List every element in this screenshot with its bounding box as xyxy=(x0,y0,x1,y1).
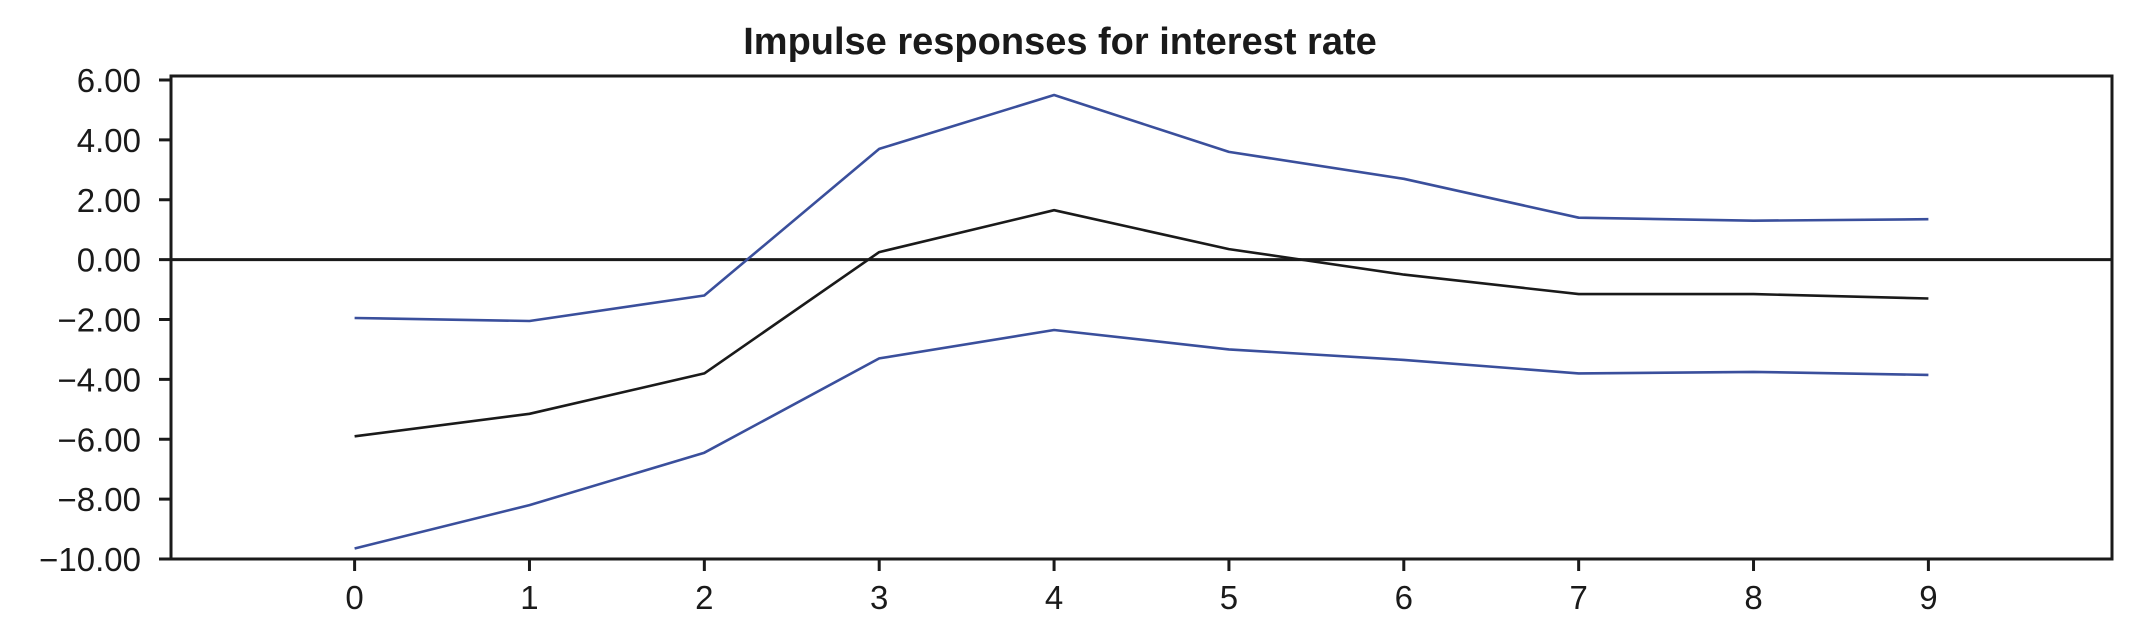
x-tick-label: 3 xyxy=(870,579,888,616)
x-tick-label: 7 xyxy=(1569,579,1587,616)
x-tick-label: 1 xyxy=(520,579,538,616)
x-tick-label: 4 xyxy=(1045,579,1063,616)
y-tick-label: −4.00 xyxy=(58,361,142,398)
series-line-lower xyxy=(354,328,1929,550)
plot-area-frame xyxy=(169,74,2114,561)
series-line-upper xyxy=(354,93,1929,323)
x-tick-label: 6 xyxy=(1395,579,1413,616)
chart-title: Impulse responses for interest rate xyxy=(743,21,1377,63)
y-tick-label: −10.00 xyxy=(39,541,141,578)
x-tick-label: 0 xyxy=(345,579,363,616)
series-group xyxy=(354,93,1929,550)
y-axis: 6.00 4.00 2.00 0.00 −2.00 −4.00 −6.00 −8.00 −10.… xyxy=(39,62,171,578)
x-axis: 0 1 2 3 4 5 6 7 8 9 xyxy=(345,559,1938,616)
y-tick-label: −2.00 xyxy=(58,302,142,339)
x-tick-label: 8 xyxy=(1744,579,1762,616)
y-tick-label: −6.00 xyxy=(58,421,142,458)
y-tick-label: 0.00 xyxy=(77,242,141,279)
series-line-estimate xyxy=(354,208,1929,438)
y-tick-label: 2.00 xyxy=(77,182,141,219)
y-tick-label: 4.00 xyxy=(77,122,141,159)
x-tick-label: 9 xyxy=(1919,579,1937,616)
y-tick-label: 6.00 xyxy=(77,62,141,99)
x-tick-label: 5 xyxy=(1220,579,1238,616)
x-tick-label: 2 xyxy=(695,579,713,616)
y-tick-label: −8.00 xyxy=(58,481,142,518)
